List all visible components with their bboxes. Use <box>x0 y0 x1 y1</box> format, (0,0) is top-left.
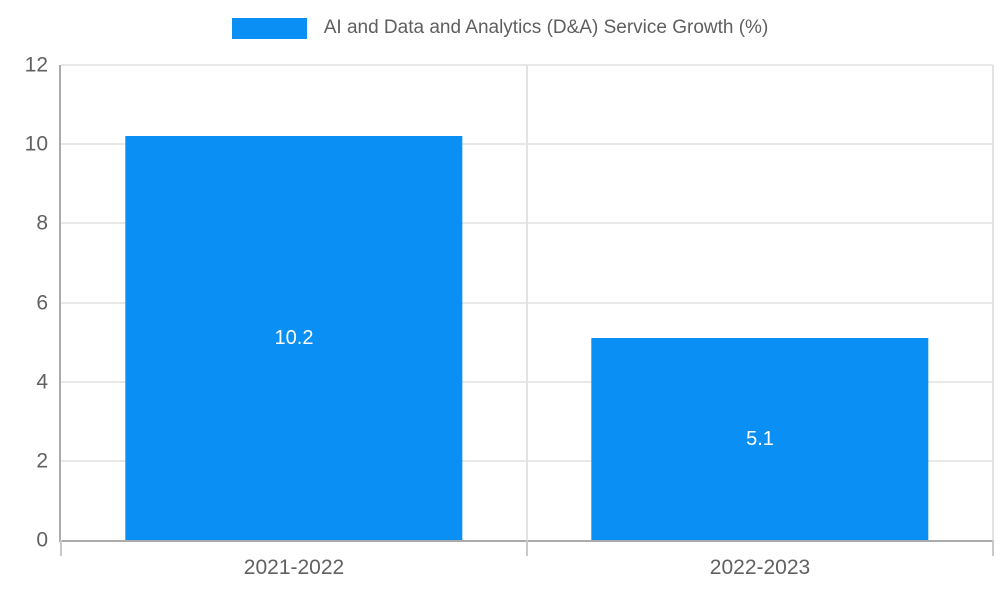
legend-swatch <box>231 17 307 39</box>
legend-item[interactable]: AI and Data and Analytics (D&A) Service … <box>231 17 769 39</box>
v-boundary-line <box>526 65 528 540</box>
bar: 5.1 <box>591 338 929 540</box>
x-tick-label: 2021-2022 <box>243 556 345 579</box>
x-axis-tick <box>60 540 62 556</box>
v-boundary-line <box>992 65 994 540</box>
y-tick-label: 10 <box>24 132 48 156</box>
y-tick-label: 12 <box>24 53 48 77</box>
plot-area: 10.2 2021-2022 5.1 2022-2023 <box>59 64 994 579</box>
bar: 10.2 <box>125 136 463 540</box>
x-tick-label: 2022-2023 <box>709 556 811 579</box>
y-tick-label: 2 <box>36 449 48 473</box>
y-tick-label: 4 <box>36 370 48 394</box>
x-axis-tick <box>526 540 528 556</box>
y-tick-label: 6 <box>36 291 48 314</box>
chart-legend: AI and Data and Analytics (D&A) Service … <box>0 17 1000 39</box>
x-axis-tick <box>992 540 994 556</box>
bar-value-label: 5.1 <box>746 427 774 450</box>
bar-value-label: 10.2 <box>274 326 314 349</box>
y-tick-label: 8 <box>36 211 48 235</box>
legend-label: AI and Data and Analytics (D&A) Service … <box>323 17 769 38</box>
y-tick-label: 0 <box>36 528 48 552</box>
y-axis-labels: 0 2 4 6 8 10 12 <box>0 55 48 551</box>
